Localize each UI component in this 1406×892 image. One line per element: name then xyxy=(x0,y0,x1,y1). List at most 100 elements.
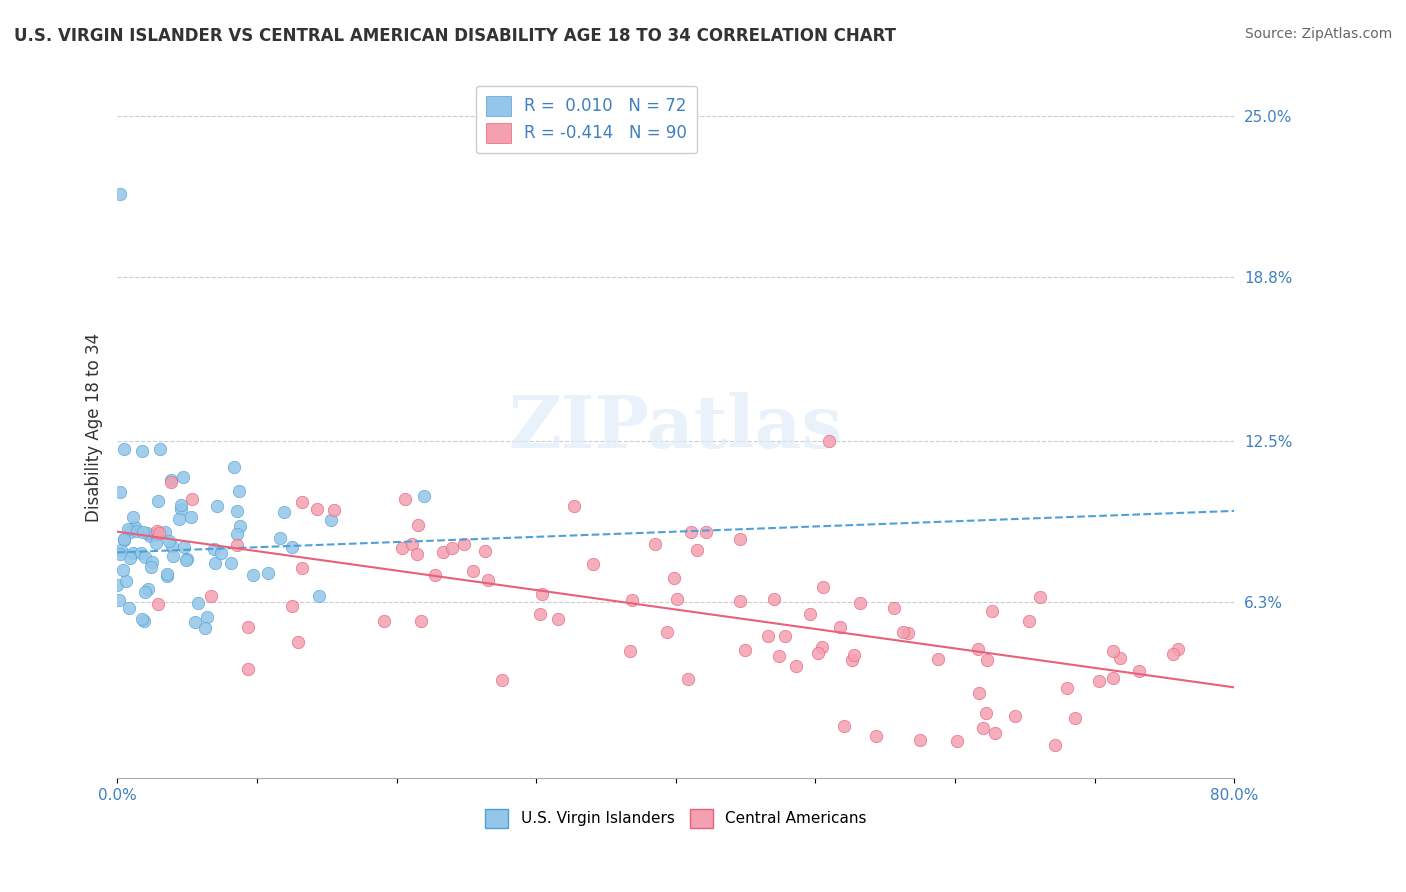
Point xyxy=(432,545,454,559)
Point xyxy=(111,562,134,576)
Point xyxy=(976,653,998,667)
Point xyxy=(236,620,259,634)
Point xyxy=(117,600,139,615)
Point xyxy=(848,596,870,610)
Point xyxy=(139,529,162,543)
Point xyxy=(121,546,143,560)
Point xyxy=(834,719,856,733)
Point xyxy=(141,555,163,569)
Point xyxy=(160,540,183,554)
Point xyxy=(205,499,228,513)
Point xyxy=(406,518,429,533)
Point xyxy=(159,473,181,487)
Point xyxy=(226,527,249,541)
Point xyxy=(373,614,395,628)
Point xyxy=(582,557,605,571)
Point xyxy=(1064,711,1087,725)
Point xyxy=(228,483,250,498)
Point xyxy=(184,615,207,630)
Point xyxy=(194,621,217,635)
Point xyxy=(828,620,851,634)
Point xyxy=(112,532,135,546)
Point xyxy=(204,556,226,570)
Point xyxy=(229,519,252,533)
Point xyxy=(281,599,304,613)
Point xyxy=(108,485,131,500)
Point xyxy=(412,489,434,503)
Point xyxy=(291,494,314,508)
Point xyxy=(841,653,863,667)
Point xyxy=(157,534,180,549)
Point xyxy=(221,556,243,570)
Point xyxy=(155,525,177,540)
Point xyxy=(200,590,222,604)
Point xyxy=(1161,647,1184,661)
Point xyxy=(391,541,413,555)
Point xyxy=(181,492,204,507)
Point xyxy=(180,509,202,524)
Point xyxy=(146,528,169,542)
Point xyxy=(226,539,249,553)
Point xyxy=(984,726,1007,740)
Point xyxy=(134,549,156,564)
Point xyxy=(120,525,142,540)
Point xyxy=(547,612,569,626)
Point xyxy=(657,624,679,639)
Point xyxy=(256,566,278,581)
Point xyxy=(273,505,295,519)
Point xyxy=(224,460,246,475)
Point xyxy=(477,573,499,587)
Point xyxy=(908,732,931,747)
Point xyxy=(799,607,821,621)
Point xyxy=(695,525,717,540)
Point xyxy=(117,522,139,536)
Point xyxy=(131,444,153,458)
Point xyxy=(107,592,129,607)
Point xyxy=(1102,671,1125,685)
Point xyxy=(170,501,193,516)
Point xyxy=(806,646,828,660)
Point xyxy=(108,187,131,202)
Point xyxy=(1088,674,1111,689)
Point xyxy=(291,560,314,574)
Point xyxy=(768,649,790,664)
Point xyxy=(865,729,887,743)
Point xyxy=(1029,590,1052,604)
Text: ZIPatlas: ZIPatlas xyxy=(509,392,844,463)
Point xyxy=(209,546,232,560)
Point xyxy=(136,526,159,541)
Point xyxy=(756,628,779,642)
Point xyxy=(121,510,143,524)
Point xyxy=(110,543,132,558)
Point xyxy=(107,578,129,592)
Point xyxy=(562,499,585,513)
Y-axis label: Disability Age 18 to 34: Disability Age 18 to 34 xyxy=(86,334,103,523)
Point xyxy=(127,524,149,538)
Point xyxy=(818,434,841,448)
Point xyxy=(945,734,967,748)
Point xyxy=(139,560,162,574)
Point xyxy=(1043,738,1066,752)
Point xyxy=(883,601,905,615)
Point xyxy=(662,570,685,584)
Point xyxy=(136,582,159,596)
Point xyxy=(529,607,551,621)
Point xyxy=(129,546,152,560)
Point xyxy=(287,635,309,649)
Point xyxy=(491,673,513,687)
Point xyxy=(728,532,751,546)
Point xyxy=(145,536,167,550)
Point xyxy=(170,498,193,512)
Point xyxy=(440,541,463,555)
Point xyxy=(685,543,707,558)
Point xyxy=(1004,709,1026,723)
Point xyxy=(308,589,330,603)
Point xyxy=(173,540,195,554)
Point xyxy=(1167,642,1189,657)
Point xyxy=(187,596,209,610)
Point xyxy=(453,537,475,551)
Point xyxy=(811,640,834,655)
Point xyxy=(406,547,429,561)
Point xyxy=(474,544,496,558)
Text: Source: ZipAtlas.com: Source: ZipAtlas.com xyxy=(1244,27,1392,41)
